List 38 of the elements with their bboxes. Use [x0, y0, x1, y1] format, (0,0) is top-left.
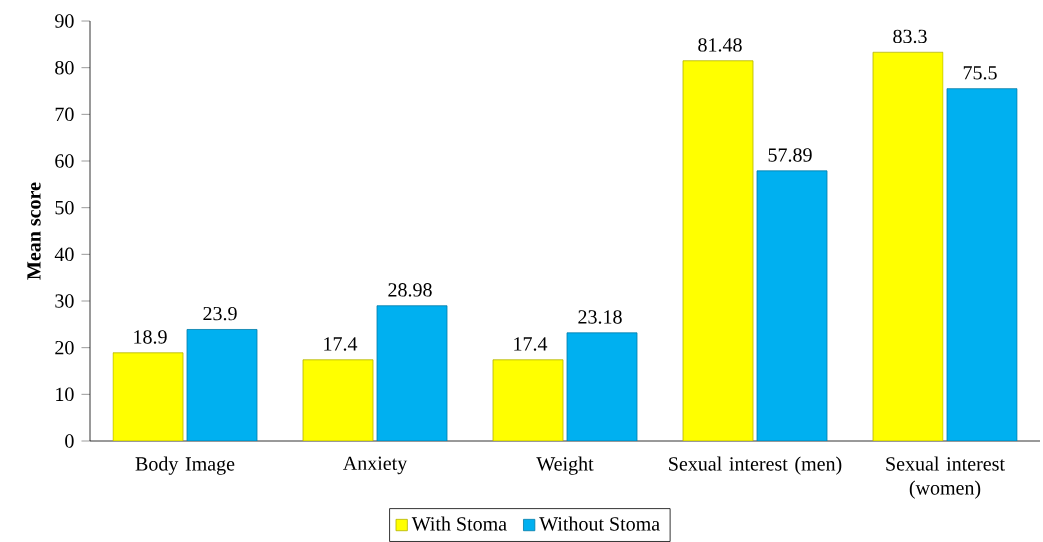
y-tick-label: 50 [55, 200, 74, 215]
y-tick-label: 20 [55, 340, 74, 355]
bar [112, 352, 184, 441]
data-label: 17.4 [324, 337, 358, 351]
legend-label: With Stoma [411, 516, 507, 531]
x-tick-label: Sexual interest (women) [886, 456, 1005, 499]
data-label: 23.18 [578, 310, 622, 324]
bar [682, 60, 754, 441]
y-tick-label: 70 [55, 107, 74, 122]
data-label: 18.9 [134, 330, 167, 344]
y-tick-label: 0 [65, 434, 74, 448]
data-label: 17.4 [514, 337, 548, 351]
data-label: 57.89 [768, 148, 812, 162]
y-tick-label: 30 [55, 294, 74, 308]
y-axis-title: Mean score [27, 182, 41, 280]
x-tick-label: Weight [536, 456, 594, 475]
data-label: 28.98 [388, 283, 432, 297]
bar [492, 359, 564, 441]
x-tick-label: Body Image [135, 456, 235, 475]
y-tick-label: 90 [55, 14, 74, 28]
bar [756, 170, 828, 441]
bar [872, 51, 944, 441]
data-label: 81.48 [698, 38, 742, 52]
legend-label: Without Stoma [539, 516, 660, 531]
y-tick-label: 80 [55, 60, 74, 75]
y-tick-label: 60 [55, 154, 74, 168]
data-label: 83.3 [893, 29, 927, 44]
bar [376, 305, 448, 441]
bar [566, 332, 638, 441]
x-tick-label: Sexual interest (men) [669, 456, 842, 475]
bar [302, 359, 374, 441]
x-tick-label: Anxiety [342, 456, 408, 475]
bar [946, 88, 1018, 441]
data-label: 23.9 [203, 306, 237, 321]
bar [186, 329, 258, 441]
data-label: 75.5 [963, 66, 997, 80]
y-tick-label: 40 [54, 247, 74, 262]
y-tick-label: 10 [56, 387, 74, 402]
